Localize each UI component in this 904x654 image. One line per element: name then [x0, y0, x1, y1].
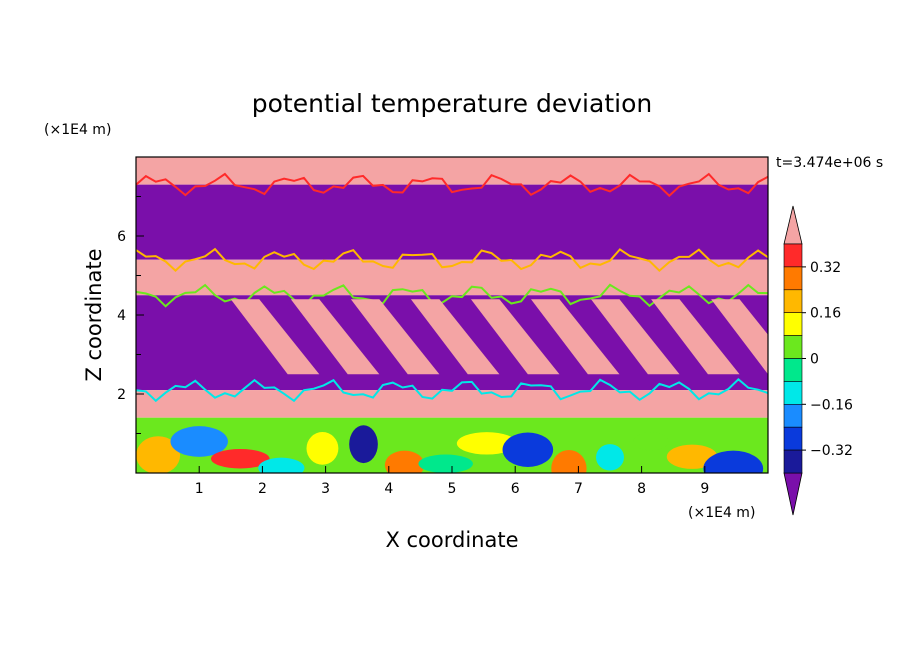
x-tick-label: 8 [637, 481, 646, 497]
mid-layer-streaks [230, 299, 768, 375]
x-tick-label: 3 [321, 481, 330, 497]
eddy-8 [456, 432, 517, 455]
streak-5 [531, 299, 620, 375]
time-label: t=3.474e+06 s [776, 155, 883, 171]
streak-3 [410, 299, 500, 375]
colorbar-box [783, 449, 803, 474]
eddy-14 [703, 450, 764, 473]
streak-1 [290, 299, 380, 375]
eddy-10 [551, 449, 587, 473]
colorbar-tick-label: 0.32 [810, 260, 841, 276]
y-tick-label: 6 [117, 229, 126, 245]
eddy-2 [211, 449, 270, 469]
x-tick-label: 5 [448, 481, 457, 497]
x-tick-label: 4 [384, 481, 393, 497]
colorbar-box [783, 403, 803, 428]
colorbar-tick-label: 0 [810, 352, 819, 368]
eddy-9 [502, 432, 554, 467]
streak-0 [230, 299, 320, 375]
interface-line-3 [136, 377, 768, 403]
chart-title: potential temperature deviation [252, 89, 652, 118]
interface-line-0 [136, 172, 768, 198]
y-tick-label: 4 [117, 308, 126, 324]
colorbar-box [783, 312, 803, 336]
band-0 [136, 157, 768, 185]
colorbar-tick-label: −0.32 [810, 443, 853, 459]
eddy-0 [136, 436, 181, 473]
streak-6 [591, 299, 680, 375]
colorbar-box [783, 358, 803, 382]
plot-area [136, 157, 768, 473]
band-1 [136, 184, 768, 260]
colorbar-tick-label: −0.16 [810, 397, 853, 413]
colorbar-box [783, 381, 803, 405]
streak-4 [470, 299, 560, 375]
streak-2 [350, 299, 440, 375]
colorbar: 0.32 0.16 0 −0.16 −0.32 [783, 205, 853, 516]
colorbar-tick-label: 0.16 [810, 306, 841, 322]
streak-7 [651, 299, 740, 375]
x-axis-unit: (×1E4 m) [688, 505, 755, 521]
x-tick-label: 9 [700, 481, 709, 497]
x-tick-label: 6 [511, 481, 520, 497]
y-axis-unit: (×1E4 m) [44, 122, 111, 138]
eddy-4 [306, 432, 339, 465]
y-axis-label: Z coordinate [82, 248, 106, 381]
eddy-3 [258, 457, 305, 473]
colorbar-box [783, 266, 803, 291]
lower-layer-eddies [136, 425, 764, 473]
x-tick-label: 7 [574, 481, 583, 497]
y-tick-label: 2 [117, 387, 126, 403]
colorbar-extend-low [783, 472, 803, 516]
x-tick-label: 1 [195, 481, 204, 497]
y-axis: 2 4 6 [117, 196, 144, 434]
band-4 [136, 390, 768, 418]
streak-8 [711, 299, 768, 375]
x-axis: 1 2 3 4 5 6 7 8 9 [195, 466, 709, 497]
interface-line-1 [136, 247, 768, 273]
colorbar-box [783, 335, 803, 359]
x-tick-label: 2 [258, 481, 267, 497]
eddy-11 [595, 444, 625, 471]
colorbar-box [783, 426, 803, 451]
eddy-6 [384, 450, 425, 473]
eddy-1 [170, 426, 228, 457]
x-axis-label: X coordinate [385, 528, 518, 552]
eddy-13 [666, 444, 718, 469]
eddy-5 [349, 425, 378, 464]
colorbar-extend-high [783, 205, 803, 245]
colorbar-box [783, 243, 803, 268]
eddy-12 [633, 432, 669, 451]
colorbar-box [783, 289, 803, 313]
eddy-7 [418, 454, 473, 473]
